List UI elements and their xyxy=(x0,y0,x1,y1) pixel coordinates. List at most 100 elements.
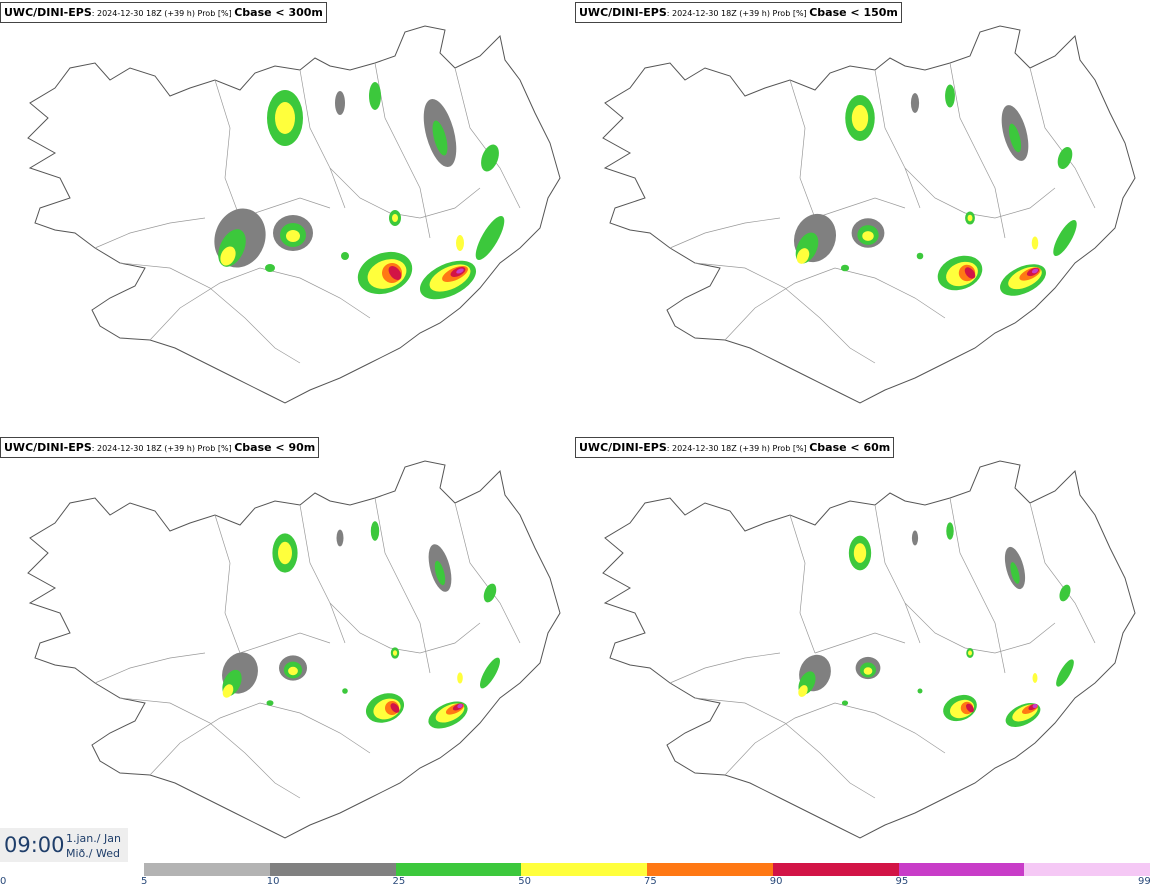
coastline xyxy=(27,460,561,839)
probability-area xyxy=(388,266,402,280)
valid-time-hour: 09:00 xyxy=(4,833,65,857)
valid-date-line2: Mið./ Wed xyxy=(66,847,120,860)
probability-area xyxy=(851,104,869,132)
iceland-map xyxy=(27,460,561,839)
legend-segment xyxy=(521,863,648,876)
region-border xyxy=(329,167,481,219)
region-border xyxy=(329,602,481,654)
variable-name: Cbase < 60m xyxy=(809,441,891,454)
probability-area xyxy=(966,703,974,713)
legend-tick-label: 10 xyxy=(266,876,280,887)
valid-date-line1: 1.jan./ Jan xyxy=(66,832,121,845)
legend-segment xyxy=(269,863,396,876)
probability-area xyxy=(853,543,867,563)
map-panel: UWC/DINI-EPS: 2024-12-30 18Z (+39 h) Pro… xyxy=(575,0,1150,430)
legend-segment xyxy=(647,863,774,876)
region-border xyxy=(814,632,906,654)
legend-segment xyxy=(898,863,1025,876)
coastline xyxy=(27,25,561,404)
probability-area xyxy=(457,672,463,684)
probability-area xyxy=(456,235,464,251)
probability-area xyxy=(222,684,234,698)
probability-area xyxy=(342,688,348,694)
legend-segment xyxy=(395,863,522,876)
valid-time-date: 1.jan./ Jan Mið./ Wed xyxy=(66,831,121,861)
legend-tick-label: 95 xyxy=(895,876,909,887)
legend-tick-label: 99 xyxy=(1138,876,1150,887)
probability-area xyxy=(910,93,920,113)
probability-area xyxy=(1031,268,1039,274)
region-border xyxy=(789,79,816,219)
probability-area xyxy=(434,560,446,586)
probability-area xyxy=(917,688,923,694)
probability-area xyxy=(275,102,295,134)
region-border xyxy=(694,697,876,799)
probability-area xyxy=(1059,584,1071,602)
probability-area xyxy=(265,264,275,272)
probability-area xyxy=(798,685,808,697)
probability-area xyxy=(1032,673,1038,683)
probability-area xyxy=(335,91,345,115)
region-border xyxy=(694,262,876,364)
probability-area xyxy=(336,529,344,547)
probability-area xyxy=(266,700,274,706)
probability-area xyxy=(911,530,919,546)
region-border xyxy=(149,702,371,776)
probability-area xyxy=(863,667,873,675)
legend-tick-label: 75 xyxy=(644,876,657,887)
probability-area xyxy=(390,703,400,713)
probability-area xyxy=(220,246,236,266)
probability-area xyxy=(392,650,398,656)
valid-time-box: 09:00 1.jan./ Jan Mið./ Wed xyxy=(0,828,128,862)
probability-area xyxy=(796,248,810,264)
probability-area xyxy=(1008,123,1022,153)
legend-segment xyxy=(772,863,899,876)
region-border xyxy=(94,217,206,249)
region-border xyxy=(1029,67,1096,209)
region-border xyxy=(214,514,241,654)
region-border xyxy=(299,504,346,644)
variable-name: Cbase < 150m xyxy=(809,6,898,19)
probability-area xyxy=(288,666,298,676)
region-border xyxy=(119,262,301,364)
probability-area xyxy=(968,650,972,656)
region-border xyxy=(119,697,301,799)
region-border xyxy=(374,497,431,674)
probability-area xyxy=(341,252,349,260)
run-meta: : 2024-12-30 18Z (+39 h) Prob [%] xyxy=(666,444,810,453)
coastline xyxy=(602,460,1136,839)
region-border xyxy=(874,69,921,209)
probability-area xyxy=(945,84,955,108)
run-meta: : 2024-12-30 18Z (+39 h) Prob [%] xyxy=(91,9,235,18)
probability-area xyxy=(481,144,499,172)
model-name: UWC/DINI-EPS xyxy=(4,6,92,19)
legend-segment xyxy=(1024,863,1150,876)
probability-area xyxy=(457,703,463,709)
model-name: UWC/DINI-EPS xyxy=(4,441,92,454)
legend-segment xyxy=(144,863,271,876)
map-panel: UWC/DINI-EPS: 2024-12-30 18Z (+39 h) Pro… xyxy=(575,435,1150,865)
legend-tick-label: 5 xyxy=(141,876,148,887)
iceland-map xyxy=(27,25,561,404)
probability-area xyxy=(1056,659,1074,687)
run-meta: : 2024-12-30 18Z (+39 h) Prob [%] xyxy=(666,9,810,18)
probability-area xyxy=(1053,219,1077,257)
legend-colorbar xyxy=(144,863,1150,876)
legend-tick-label: 0 xyxy=(0,876,7,887)
probability-area xyxy=(286,230,300,242)
legend-tick-label: 50 xyxy=(518,876,531,887)
probability-area xyxy=(862,231,874,241)
model-name: UWC/DINI-EPS xyxy=(579,441,667,454)
probability-area xyxy=(479,657,501,689)
probability-area xyxy=(369,82,381,110)
panel-title: UWC/DINI-EPS: 2024-12-30 18Z (+39 h) Pro… xyxy=(0,437,320,458)
probability-area xyxy=(278,541,292,565)
region-border xyxy=(454,67,521,209)
panel-title: UWC/DINI-EPS: 2024-12-30 18Z (+39 h) Pro… xyxy=(575,437,895,458)
probability-area xyxy=(370,521,380,541)
region-border xyxy=(874,504,921,644)
run-meta: : 2024-12-30 18Z (+39 h) Prob [%] xyxy=(91,444,235,453)
probability-area xyxy=(1010,562,1020,584)
region-border xyxy=(149,267,371,341)
map-panel: UWC/DINI-EPS: 2024-12-30 18Z (+39 h) Pro… xyxy=(0,435,575,865)
